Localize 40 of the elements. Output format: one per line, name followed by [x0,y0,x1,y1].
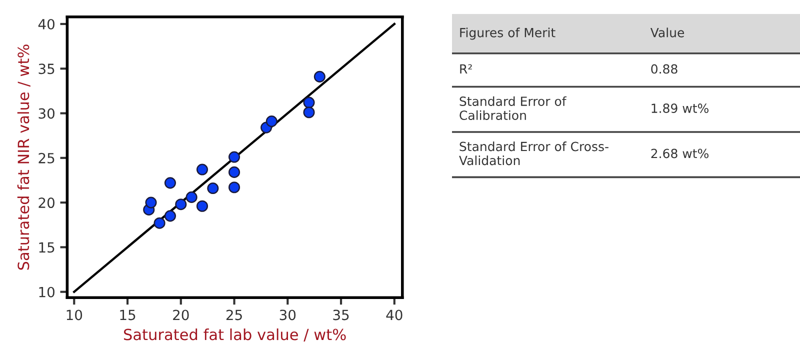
x-tick-label: 40 [386,310,402,320]
point [196,164,208,176]
point [314,70,326,82]
y-tick-label: 15 [39,242,54,253]
point [303,106,315,118]
point [186,191,198,203]
text: R² [460,64,472,74]
y-tick-label: 25 [38,152,54,164]
text: Value [650,28,684,38]
y-axis-title: Saturated fat NIR value / wt% [17,44,30,270]
point [154,217,166,229]
point [228,151,240,163]
y-tick-label: 20 [38,198,54,208]
x-tick-label: 15 [120,310,136,320]
point [266,116,278,128]
point [164,210,176,222]
x-tick-label: 20 [173,310,189,320]
x-tick-label: 30 [280,310,296,320]
text: 1.89 wt% [652,104,708,113]
text: Standard Error of Cross- Validation [459,142,608,166]
text: 0.88 [651,64,678,74]
point [303,96,315,108]
x-tick-label: 25 [226,310,242,320]
text: 2.68 wt% [651,148,708,158]
y-tick-label: 30 [38,108,54,119]
x-axis-title: Saturated fat lab value / wt% [124,328,346,342]
text: Standard Error of Calibration [460,96,567,120]
y-tick-label: 10 [39,286,54,298]
point [228,182,240,194]
x-tick-label: 35 [333,310,349,320]
text: Figures of Merit [460,28,556,40]
x-tick-label: 10 [66,310,82,320]
point [164,177,176,189]
point [228,166,240,178]
y-tick-label: 40 [38,18,54,30]
point [207,182,219,194]
point [175,198,187,210]
y-tick-label: 35 [38,64,54,74]
point [196,200,208,212]
point [145,196,157,208]
